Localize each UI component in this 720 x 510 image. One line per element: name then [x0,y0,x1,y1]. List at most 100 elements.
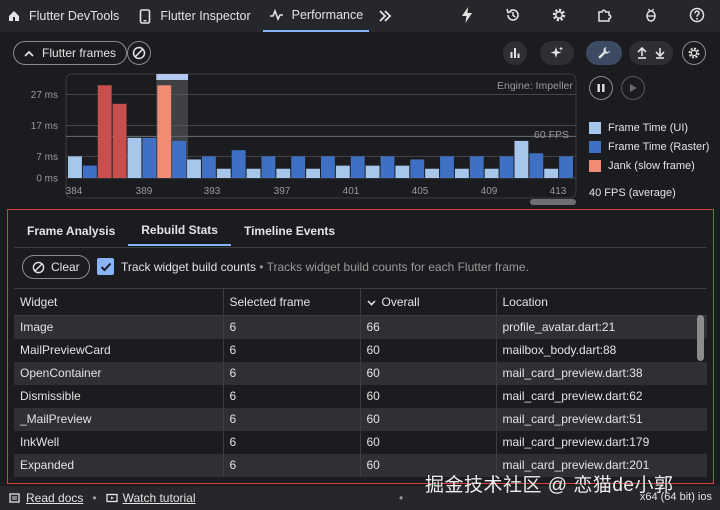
legend-item-raster: Frame Time (Raster) [589,137,709,156]
cell-location: mail_card_preview.dart:38 [496,361,707,385]
cell-overall: 60 [360,407,497,431]
pause-button[interactable] [589,76,613,100]
frames-chart[interactable]: 27 ms 17 ms 7 ms 0 ms 384 389 393 397 401 405 409 4… [0,72,580,208]
bar-ui [544,168,559,178]
bar-raster [410,159,425,178]
cell-location: mail_card_preview.dart:179 [496,430,707,454]
import-export-group [629,41,673,65]
cell-widget: Image [14,315,224,339]
sparkle-icon [550,46,564,60]
x-tick-label: 409 [481,186,498,197]
clear-label: Clear [51,260,80,274]
y-tick-label: 0 ms [36,174,58,185]
table-scrollbar[interactable] [697,315,704,361]
panel-tabs: Frame Analysis Rebuild Stats Timeline Ev… [14,216,348,246]
cell-overall: 60 [360,430,497,454]
column-header-overall[interactable]: Overall [360,288,497,316]
docs-icon [9,492,21,504]
tab-performance[interactable]: Performance [262,0,370,32]
table-row[interactable]: _MailPreview 6 60 mail_card_preview.dart:51 [14,407,707,431]
x-tick-label: 405 [412,186,429,197]
clear-button[interactable]: Clear [22,255,90,279]
performance-settings-button[interactable] [682,41,706,65]
column-header-widget[interactable]: Widget [14,288,224,316]
tab-flutter-devtools[interactable]: Flutter DevTools [0,0,125,32]
bar-ui [425,168,440,178]
bar-raster [321,156,335,178]
bar-raster [142,137,157,178]
bar-raster [499,156,514,178]
extensions-button[interactable] [582,0,628,32]
table-row[interactable]: Image 6 66 profile_avatar.dart:21 [14,315,707,339]
bar-raster [529,153,544,178]
upload-icon[interactable] [637,47,647,59]
cell-overall: 60 [360,453,497,477]
read-docs-link[interactable]: Read docs [26,491,84,505]
report-bug-button[interactable] [628,0,674,32]
table-row[interactable]: Dismissible 6 60 mail_card_preview.dart:62 [14,384,707,408]
track-description: • Tracks widget build counts for each Fl… [255,260,529,274]
clear-frames-button[interactable] [127,41,151,65]
fps-target-label: 60 FPS [534,129,570,141]
cell-location: profile_avatar.dart:21 [496,315,707,339]
table-row[interactable]: InkWell 6 60 mail_card_preview.dart:179 [14,430,707,454]
legend-label: Jank (slow frame) [608,159,695,172]
bar-ui [365,165,380,178]
y-tick-label: 17 ms [31,121,58,132]
enhance-tracing-button[interactable] [540,41,574,65]
x-tick-label: 401 [343,186,360,197]
x-tick-label: 393 [204,186,221,197]
help-button[interactable] [674,0,720,32]
bar-ui [157,85,172,178]
gear-icon [551,7,567,26]
chart-legend: Frame Time (UI) Frame Time (Raster) Jank… [589,118,709,175]
tab-divider [14,247,707,248]
tab-rebuild-stats[interactable]: Rebuild Stats [128,216,231,246]
cell-widget: InkWell [14,430,224,454]
help-icon [689,7,705,26]
table-row[interactable]: MailPreviewCard 6 60 mailbox_body.dart:88 [14,338,707,362]
play-icon [628,83,638,93]
bar-raster [261,156,276,178]
cell-overall: 66 [360,315,497,339]
tab-timeline-events[interactable]: Timeline Events [243,224,336,238]
x-tick-label: 389 [136,186,153,197]
hot-restart-button[interactable] [490,0,536,32]
flutter-frames-toggle[interactable]: Flutter frames [13,41,128,65]
column-header-location[interactable]: Location [496,288,707,316]
cell-widget: MailPreviewCard [14,338,224,362]
bug-icon [644,7,658,26]
bar-ui [484,168,499,178]
watch-tutorial-link[interactable]: Watch tutorial [122,491,196,505]
chart-scroll-thumb [530,199,576,205]
sort-descending-icon [366,295,376,309]
platform-label: x64 (64 bit) ios [639,491,712,503]
more-debugging-options-button[interactable] [586,41,622,65]
track-widget-builds-label: Track widget build counts • Tracks widge… [121,260,529,274]
bar-ui [216,168,231,178]
tab-frame-analysis[interactable]: Frame Analysis [27,224,116,238]
resume-button[interactable] [621,76,645,100]
pause-icon [596,83,606,93]
tab-flutter-inspector[interactable]: Flutter Inspector [131,0,256,32]
bar-raster [440,156,454,178]
cell-selected-frame: 6 [223,361,361,385]
bar-raster [112,103,127,178]
cell-selected-frame: 6 [223,453,361,477]
bar-raster [231,150,246,178]
column-header-selected-frame[interactable]: Selected frame [223,288,361,316]
bar-raster [172,140,187,178]
legend-item-ui: Frame Time (UI) [589,118,709,137]
table-row[interactable]: OpenContainer 6 60 mail_card_preview.dart:3… [14,361,707,385]
x-tick-label: 413 [550,186,567,197]
track-widget-builds-checkbox[interactable] [97,258,114,275]
settings-button[interactable] [536,0,582,32]
more-tabs-button[interactable] [371,0,406,32]
table-row[interactable]: Expanded 6 60 mail_card_preview.dart:201 [14,453,707,477]
cell-selected-frame: 6 [223,315,361,339]
pulse-icon [269,7,285,23]
cell-widget: _MailPreview [14,407,224,431]
hot-reload-button[interactable] [444,0,490,32]
download-icon[interactable] [655,47,665,59]
chart-view-button[interactable] [503,41,527,65]
